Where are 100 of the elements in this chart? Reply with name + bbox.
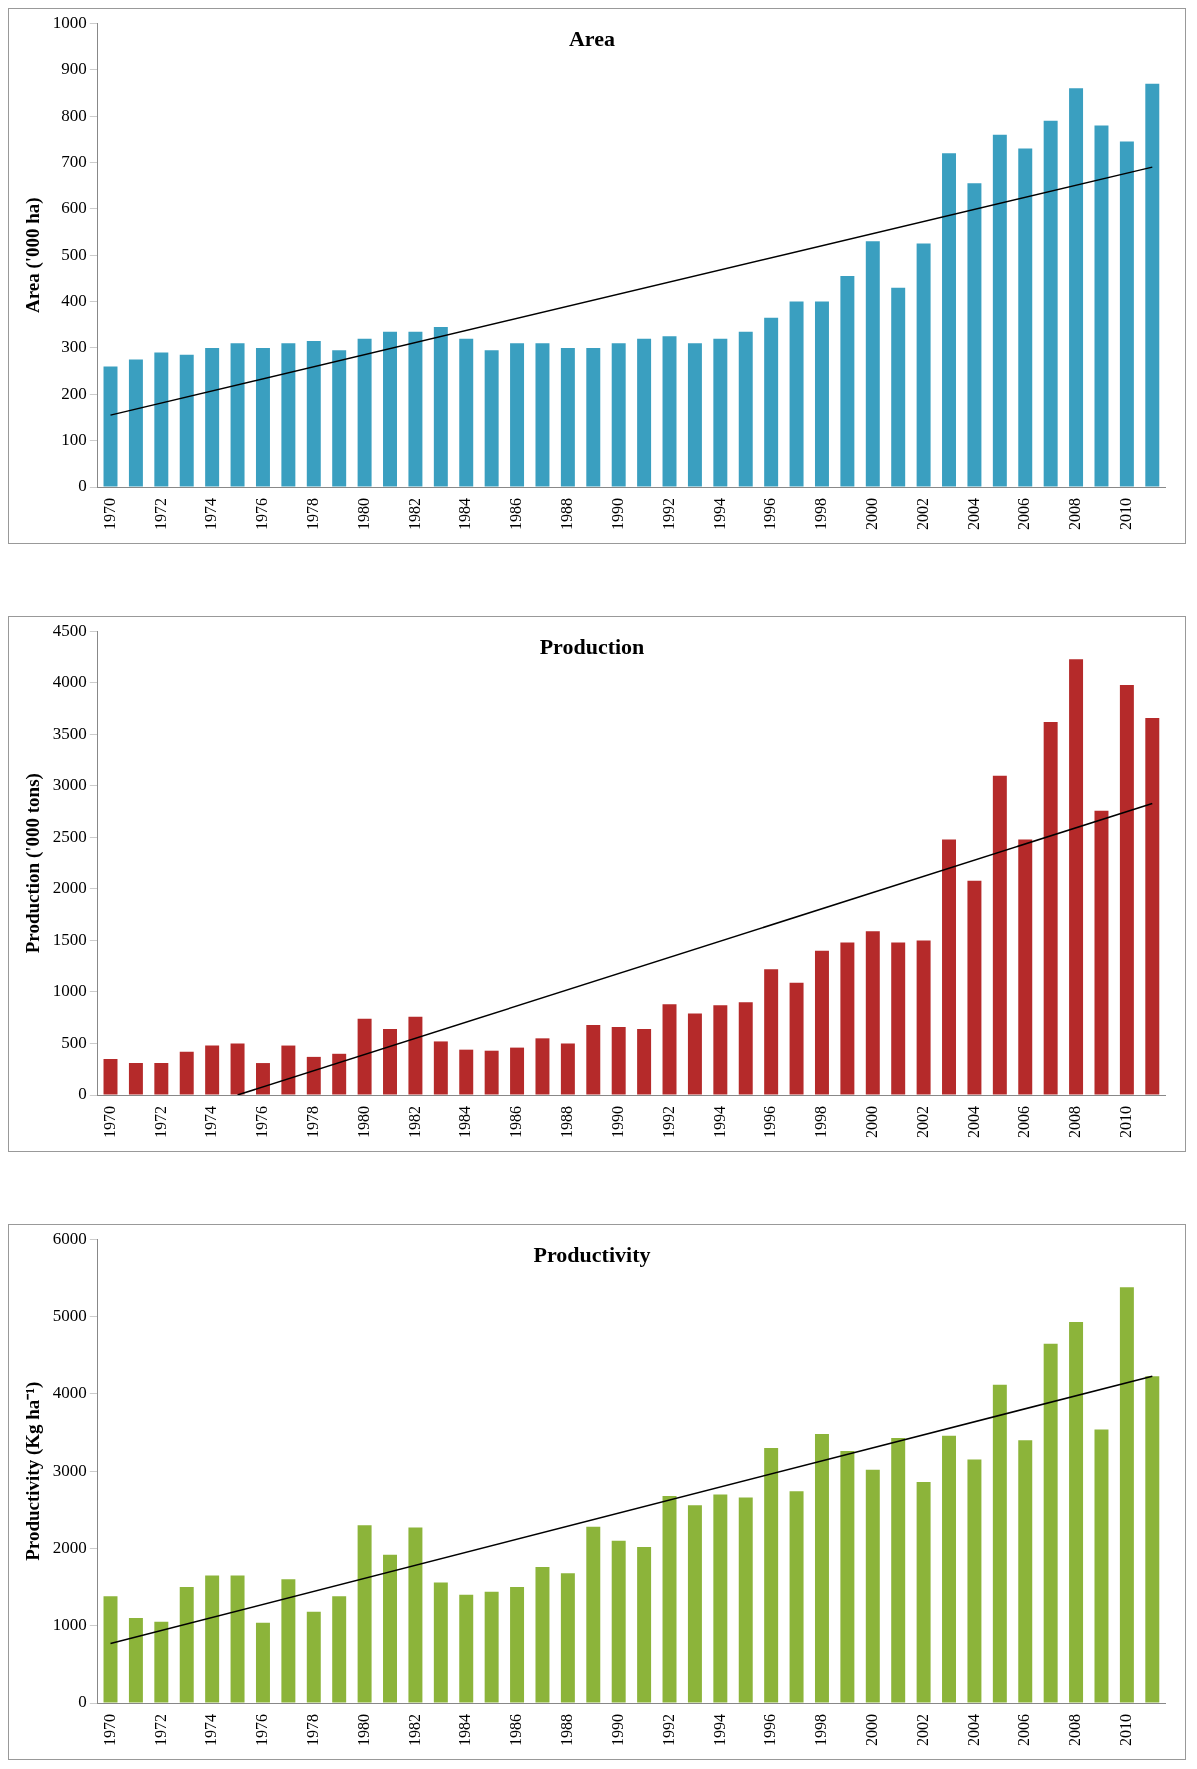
bar xyxy=(942,153,957,487)
y-tick-label: 1000 xyxy=(52,1615,87,1635)
x-tick-label: 1982 xyxy=(405,1106,423,1138)
bar xyxy=(586,1526,601,1703)
bar xyxy=(764,1448,779,1703)
bar xyxy=(154,352,169,487)
bar xyxy=(408,331,423,487)
bar xyxy=(840,276,855,487)
x-tick-label: 1988 xyxy=(558,1714,576,1746)
x-tick-label: 2002 xyxy=(913,498,931,530)
x-tick-label: 1972 xyxy=(151,1714,169,1746)
y-tick-label: 800 xyxy=(61,105,87,125)
y-tick-label: 400 xyxy=(61,291,87,311)
x-tick-label: 1976 xyxy=(253,1714,271,1746)
bar xyxy=(433,1582,448,1703)
bar xyxy=(814,950,829,1095)
bar xyxy=(738,331,753,487)
bar xyxy=(560,347,575,487)
bar xyxy=(535,343,550,487)
y-tick-label: 1000 xyxy=(52,981,87,1001)
bar xyxy=(433,327,448,487)
bar xyxy=(662,1004,677,1095)
y-tick-label: 700 xyxy=(61,151,87,171)
bar xyxy=(281,1045,296,1095)
bar xyxy=(535,1567,550,1703)
y-tick-label: 4000 xyxy=(52,672,87,692)
x-tick-label: 1994 xyxy=(710,1106,728,1138)
y-tick-label: 1000 xyxy=(52,12,87,32)
x-tick-label: 1994 xyxy=(710,498,728,530)
bar xyxy=(992,775,1007,1095)
bar xyxy=(332,1053,347,1095)
bar xyxy=(1018,148,1033,487)
bar xyxy=(357,1525,372,1703)
x-tick-label: 2002 xyxy=(913,1714,931,1746)
chart-title: Area xyxy=(568,25,616,51)
bar xyxy=(128,359,143,487)
x-tick-label: 2004 xyxy=(964,1714,982,1746)
x-tick-label: 2006 xyxy=(1015,498,1033,530)
y-tick-label: 2000 xyxy=(52,1537,87,1557)
bar xyxy=(764,317,779,487)
bar xyxy=(128,1618,143,1703)
y-tick-label: 4000 xyxy=(52,1383,87,1403)
x-tick-label: 1996 xyxy=(761,498,779,530)
x-tick-label: 1982 xyxy=(405,1714,423,1746)
bar xyxy=(230,1575,245,1703)
x-tick-label: 1976 xyxy=(253,1106,271,1138)
bar xyxy=(306,1056,321,1095)
y-tick-label: 6000 xyxy=(52,1228,87,1248)
bar xyxy=(687,1013,702,1095)
bar xyxy=(637,1546,652,1703)
x-tick-label: 2010 xyxy=(1117,498,1135,530)
bar xyxy=(205,347,220,487)
bar xyxy=(103,1596,118,1703)
x-tick-label: 1982 xyxy=(405,498,423,530)
bar xyxy=(1069,659,1084,1095)
x-tick-label: 1998 xyxy=(812,498,830,530)
x-tick-label: 1990 xyxy=(608,498,626,530)
x-tick-label: 1988 xyxy=(558,1106,576,1138)
bar xyxy=(459,338,474,487)
bar xyxy=(205,1575,220,1703)
x-tick-label: 1990 xyxy=(608,1106,626,1138)
bar xyxy=(1145,1376,1160,1703)
bar xyxy=(814,1434,829,1703)
bar xyxy=(484,1591,499,1703)
bar xyxy=(1018,1440,1033,1703)
y-tick-label: 300 xyxy=(61,337,87,357)
bar xyxy=(1043,120,1058,487)
bar xyxy=(916,243,931,487)
x-tick-label: 2006 xyxy=(1015,1714,1033,1746)
bar xyxy=(916,1482,931,1703)
bar xyxy=(662,336,677,487)
x-tick-label: 1998 xyxy=(812,1106,830,1138)
x-tick-label: 2000 xyxy=(862,498,880,530)
x-tick-label: 1974 xyxy=(202,1106,220,1138)
x-tick-label: 1984 xyxy=(456,1106,474,1138)
bar xyxy=(1094,1429,1109,1703)
bar xyxy=(510,1587,525,1703)
bar xyxy=(383,331,397,487)
bar xyxy=(255,347,270,487)
x-tick-label: 1994 xyxy=(710,1714,728,1746)
bar xyxy=(433,1041,448,1095)
bar xyxy=(255,1063,270,1095)
bar xyxy=(154,1621,169,1703)
bar xyxy=(230,1043,245,1095)
x-tick-label: 1970 xyxy=(100,1714,118,1746)
y-tick-label: 500 xyxy=(61,244,87,264)
y-tick-label: 4500 xyxy=(52,620,87,640)
bar xyxy=(891,1437,906,1703)
bar xyxy=(738,1002,753,1095)
bar xyxy=(611,1027,626,1095)
bar xyxy=(281,343,296,487)
x-tick-label: 1972 xyxy=(151,498,169,530)
bar xyxy=(459,1049,474,1095)
bar xyxy=(942,1435,957,1703)
x-tick-label: 1978 xyxy=(303,1714,321,1746)
x-tick-label: 1980 xyxy=(354,1714,372,1746)
bar xyxy=(738,1497,753,1703)
y-tick-label: 100 xyxy=(61,430,87,450)
bar xyxy=(967,1459,982,1703)
bar xyxy=(967,183,982,487)
